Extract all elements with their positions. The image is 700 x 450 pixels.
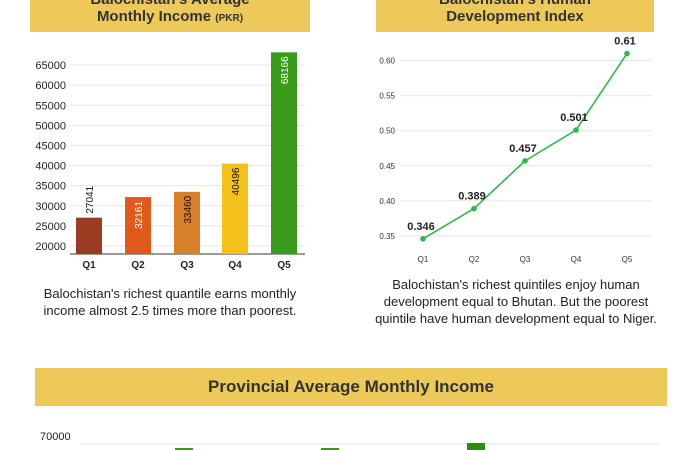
x-tick-label: Q1: [82, 260, 96, 271]
income-bar-chart: 20000 25000 30000 35000 40000 45000 50000 55000…: [35, 52, 305, 271]
point-value-label: 0.61: [614, 36, 635, 48]
hdi-caption: Balochistan's richest quintiles enjoy hu…: [375, 277, 657, 326]
y-tick-label: 25000: [35, 221, 66, 233]
y-tick-label: 20000: [35, 241, 66, 253]
income-title-banner: Balochistan's Average Monthly Income (PK…: [30, 0, 310, 32]
data-point: [522, 158, 528, 164]
bar-value-label: 27041: [85, 185, 96, 213]
y-tick-label: 0.50: [379, 127, 395, 136]
bar-top: [467, 443, 485, 450]
y-tick-label: 45000: [35, 140, 66, 152]
y-tick-label: 50000: [35, 120, 66, 132]
provincial-bar-chart: 70000: [40, 431, 660, 450]
bar: [271, 52, 297, 255]
x-tick-label: Q1: [418, 255, 429, 264]
hdi-title-banner: Balochistan's Human Development Index: [376, 0, 654, 32]
y-tick-label: 60000: [35, 80, 66, 92]
bar: [222, 163, 248, 254]
income-title-unit: (PKR): [215, 13, 244, 24]
x-tick-label: Q5: [622, 255, 633, 264]
x-tick-label: Q4: [228, 260, 242, 271]
bar: [125, 197, 151, 254]
bar-value-label: 40496: [231, 167, 242, 195]
bar-value-label: 68166: [280, 56, 291, 84]
bar: [76, 217, 102, 254]
y-tick-label: 35000: [35, 181, 66, 193]
x-tick-label: Q2: [469, 255, 480, 264]
bar-value-label: 32161: [134, 201, 145, 229]
income-title-line1: Balochistan's Average: [30, 0, 310, 8]
y-tick-label: 0.40: [379, 197, 395, 206]
x-tick-label: Q3: [520, 255, 531, 264]
x-tick-label: Q5: [277, 260, 291, 271]
y-tick-label: 30000: [35, 201, 66, 213]
income-caption: Balochistan's richest quantile earns mon…: [43, 286, 297, 318]
data-point: [573, 127, 579, 133]
provincial-title: Provincial Average Monthly Income: [208, 377, 494, 396]
bar-value-label: 33460: [183, 195, 194, 223]
x-tick-label: Q3: [180, 260, 194, 271]
y-tick-label: 40000: [35, 161, 66, 173]
point-value-label: 0.389: [458, 191, 486, 203]
data-point: [624, 50, 630, 57]
bar: [174, 191, 200, 254]
x-tick-label: Q4: [571, 255, 582, 264]
bar-top: [321, 448, 339, 450]
y-tick-label: 70000: [40, 431, 71, 443]
income-title-line2: Monthly Income: [96, 8, 212, 25]
bar-top: [175, 448, 193, 450]
point-value-label: 0.457: [509, 143, 537, 155]
y-tick-label: 0.60: [379, 57, 395, 66]
y-tick-label: 65000: [35, 60, 66, 72]
data-point: [420, 235, 426, 242]
hdi-line-chart: 0.35 0.40 0.45 0.50 0.55 0.60 0.346 Q1 0.389 Q2 0.…: [379, 36, 652, 264]
y-tick-label: 0.55: [379, 92, 395, 101]
hdi-title-line2: Development Index: [446, 8, 584, 25]
provincial-title-banner: Provincial Average Monthly Income: [35, 368, 667, 406]
hdi-title-line1: Balochistan's Human: [376, 0, 654, 8]
point-value-label: 0.346: [407, 221, 435, 233]
y-tick-label: 0.45: [379, 162, 395, 171]
y-tick-label: 55000: [35, 100, 66, 112]
data-point: [471, 205, 477, 212]
x-tick-label: Q2: [131, 260, 145, 271]
point-value-label: 0.501: [560, 112, 588, 124]
y-tick-label: 0.35: [379, 232, 395, 241]
